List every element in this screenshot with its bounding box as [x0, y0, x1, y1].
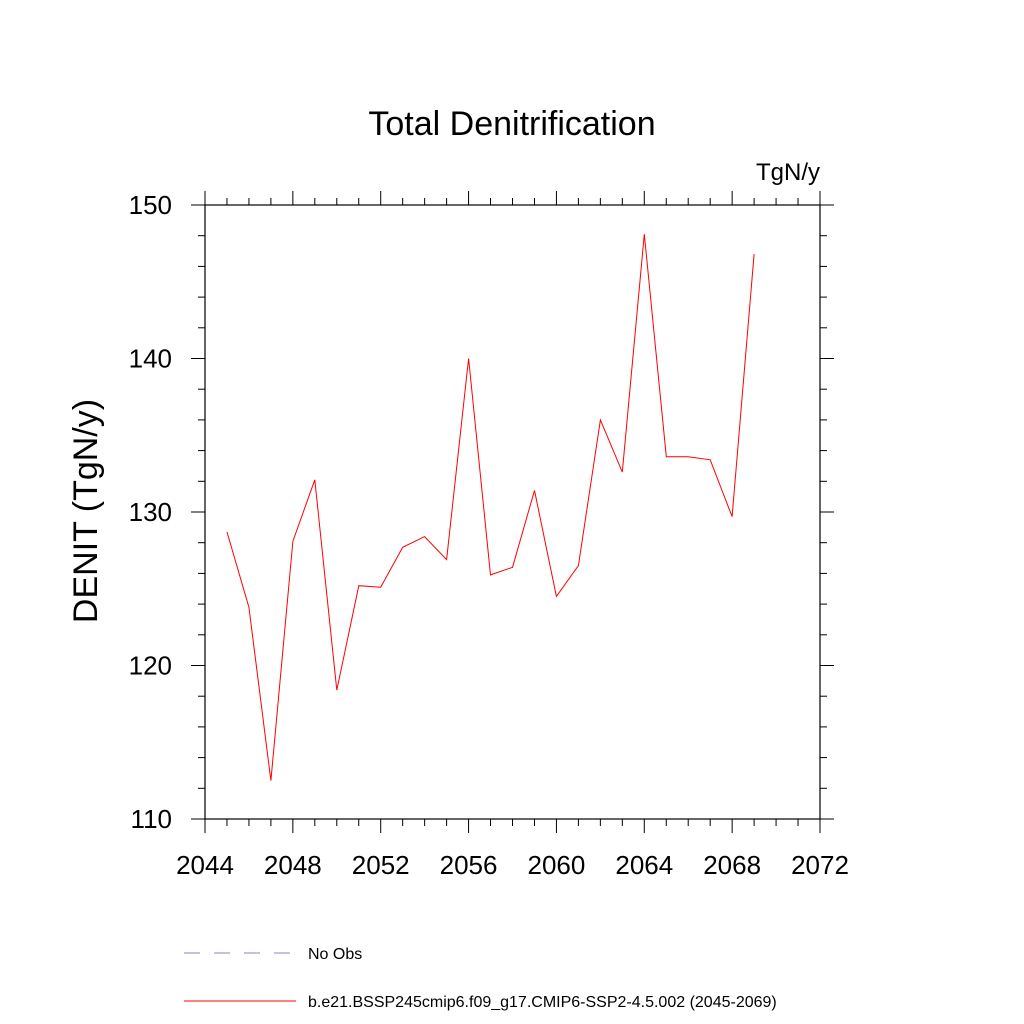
legend-label: b.e21.BSSP245cmip6.f09_g17.CMIP6-SSP2-4.… — [308, 994, 777, 1011]
chart-title: Total Denitrification — [368, 105, 655, 143]
x-tick-label: 2056 — [440, 850, 498, 880]
x-tick-label: 2060 — [528, 850, 586, 880]
legend-label: No Obs — [308, 946, 362, 963]
legend: No Obs b.e21.BSSP245cmip6.f09_g17.CMIP6-S… — [184, 946, 777, 1011]
y-tick-label: 120 — [129, 651, 172, 681]
axis-ticks — [191, 191, 834, 833]
series-line — [226, 234, 755, 781]
x-tick-label: 2052 — [352, 850, 410, 880]
x-tick-label: 2068 — [703, 850, 761, 880]
y-axis-label: DENIT (TgN/y) — [67, 399, 105, 623]
data-series — [226, 234, 755, 781]
x-tick-label: 2064 — [615, 850, 673, 880]
y-tick-label: 130 — [129, 497, 172, 527]
x-tick-label: 2072 — [791, 850, 849, 880]
y-tick-label: 110 — [131, 804, 172, 834]
y-tick-label: 140 — [129, 344, 172, 374]
x-tick-label: 2048 — [264, 850, 322, 880]
plot-area-frame — [204, 204, 821, 820]
tick-labels: 2044 2048 2052 2056 2060 2064 2068 2072 110 120 13… — [129, 190, 849, 880]
y-tick-label: 150 — [129, 190, 172, 220]
units-label: TgN/y — [756, 159, 820, 186]
x-tick-label: 2044 — [176, 850, 234, 880]
